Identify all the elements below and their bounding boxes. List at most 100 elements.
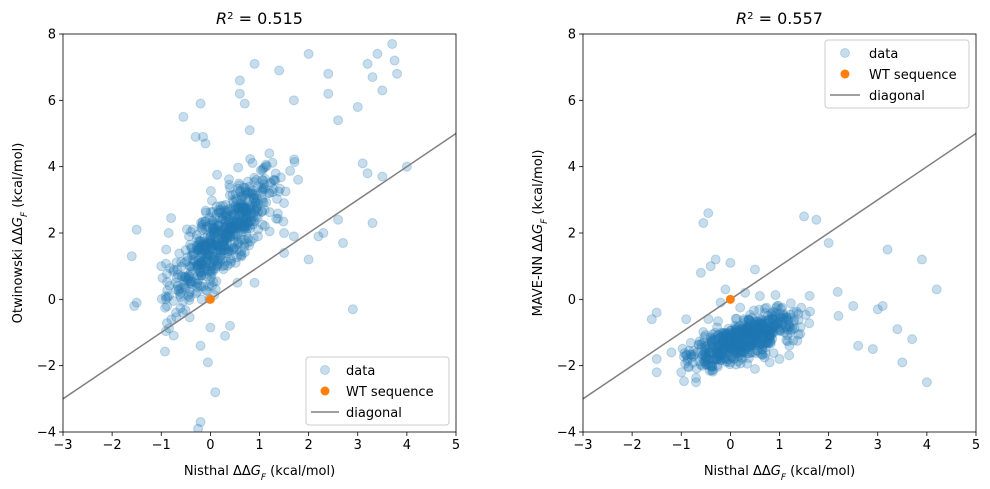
data-point xyxy=(162,285,173,296)
data-point xyxy=(715,341,726,352)
data-point xyxy=(679,376,690,387)
data-point xyxy=(743,322,754,333)
data-point xyxy=(701,342,712,353)
data-point xyxy=(230,193,241,204)
data-point xyxy=(255,165,266,176)
data-point xyxy=(224,220,235,231)
legend-wt-label: WT sequence xyxy=(346,385,434,400)
data-point xyxy=(682,353,693,364)
data-point xyxy=(763,337,774,348)
data-point xyxy=(240,217,251,228)
data-point xyxy=(245,216,256,227)
data-point xyxy=(747,337,758,348)
data-point xyxy=(732,327,743,338)
data-point xyxy=(236,195,247,206)
data-point xyxy=(185,276,196,287)
data-point xyxy=(707,348,718,359)
data-point xyxy=(799,211,810,222)
data-point xyxy=(288,95,299,106)
data-point xyxy=(191,240,202,251)
data-point xyxy=(721,345,732,356)
data-point xyxy=(213,234,224,245)
data-point xyxy=(781,312,792,323)
data-point xyxy=(180,245,191,256)
data-point xyxy=(795,322,806,333)
x-tick-label: −3 xyxy=(573,438,592,453)
data-point xyxy=(711,346,722,357)
data-point xyxy=(705,360,716,371)
data-point xyxy=(708,334,719,345)
data-point xyxy=(247,188,258,199)
data-point xyxy=(189,277,200,288)
data-point xyxy=(223,217,234,228)
data-point xyxy=(744,338,755,349)
data-point xyxy=(730,333,741,344)
data-point xyxy=(211,201,222,212)
data-point xyxy=(754,304,765,315)
data-point xyxy=(773,300,784,311)
data-point xyxy=(185,239,196,250)
data-point xyxy=(208,227,219,238)
data-point xyxy=(249,176,260,187)
data-point xyxy=(236,220,247,231)
data-point xyxy=(257,174,268,185)
data-point xyxy=(189,256,200,267)
data-point xyxy=(179,271,190,282)
data-point xyxy=(244,186,255,197)
data-point xyxy=(754,321,765,332)
data-point xyxy=(757,350,768,361)
data-point xyxy=(735,348,746,359)
data-point xyxy=(729,334,740,345)
data-point xyxy=(161,318,172,329)
data-point xyxy=(744,342,755,353)
data-point xyxy=(250,197,261,208)
data-point xyxy=(776,322,787,333)
data-point xyxy=(224,219,235,230)
data-point xyxy=(733,327,744,338)
data-point xyxy=(717,343,728,354)
data-point xyxy=(728,335,739,346)
data-point xyxy=(212,244,223,255)
data-point xyxy=(777,302,788,313)
data-point xyxy=(679,351,690,362)
x-tick-label: 4 xyxy=(403,438,411,453)
data-point xyxy=(781,312,792,323)
y-tick-label: 0 xyxy=(48,293,56,308)
data-point xyxy=(701,352,712,363)
data-point xyxy=(172,269,183,280)
data-point xyxy=(200,224,211,235)
data-point xyxy=(195,257,206,268)
data-point xyxy=(228,229,239,240)
data-point xyxy=(200,216,211,227)
data-point xyxy=(730,336,741,347)
data-point xyxy=(239,190,250,201)
data-point xyxy=(779,313,790,324)
data-point xyxy=(239,222,250,233)
data-point xyxy=(701,348,712,359)
data-point xyxy=(194,257,205,268)
data-point xyxy=(196,270,207,281)
x-tick-label: 5 xyxy=(972,438,980,453)
data-point xyxy=(754,325,765,336)
data-point xyxy=(216,232,227,243)
data-point xyxy=(197,267,208,278)
data-point xyxy=(247,185,258,196)
data-point xyxy=(183,273,194,284)
data-point xyxy=(217,214,228,225)
data-point xyxy=(275,172,286,183)
data-point xyxy=(389,55,400,66)
data-point xyxy=(215,200,226,211)
data-point xyxy=(740,323,751,334)
data-point xyxy=(208,240,219,251)
data-point xyxy=(717,334,728,345)
data-point xyxy=(219,222,230,233)
data-point xyxy=(239,98,250,109)
data-point xyxy=(251,203,262,214)
y-tick-label: −4 xyxy=(557,426,576,441)
data-point xyxy=(715,331,726,342)
data-point xyxy=(753,327,764,338)
data-point xyxy=(749,317,760,328)
data-point xyxy=(775,312,786,323)
data-point xyxy=(191,229,202,240)
data-point xyxy=(259,179,270,190)
